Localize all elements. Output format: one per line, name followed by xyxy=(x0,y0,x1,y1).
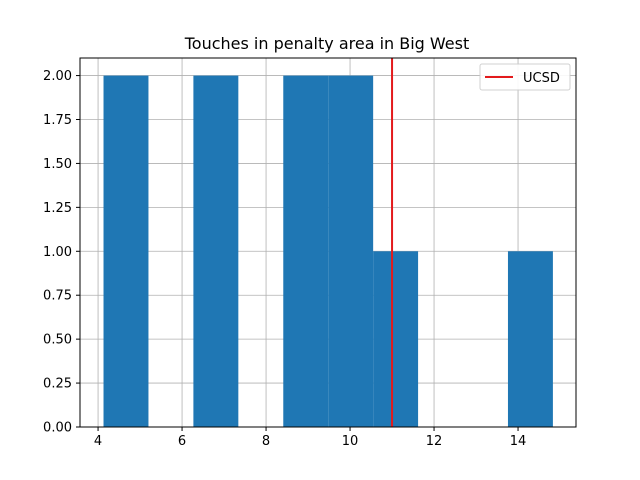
y-tick-label: 0.00 xyxy=(43,421,72,436)
histogram-bar xyxy=(193,75,239,428)
bars-layer xyxy=(103,75,553,428)
x-tick-label: 10 xyxy=(342,434,359,449)
chart-title: Touches in penalty area in Big West xyxy=(184,34,470,53)
y-tick-label: 1.50 xyxy=(43,157,72,172)
legend-box xyxy=(479,63,571,91)
histogram-bar xyxy=(103,75,149,428)
x-tick-label: 4 xyxy=(94,434,102,449)
x-tick-label: 14 xyxy=(510,434,527,449)
y-tick-label: 1.00 xyxy=(43,245,72,260)
histogram-bar xyxy=(373,251,419,427)
legend: UCSD xyxy=(479,63,571,91)
legend-ucsd-label: UCSD xyxy=(523,71,560,86)
histogram-bar xyxy=(283,75,329,428)
x-tick-label: 12 xyxy=(426,434,443,449)
axes-frame xyxy=(79,57,577,428)
y-tick-label: 0.25 xyxy=(43,377,72,392)
y-tick-label: 1.75 xyxy=(43,113,72,128)
y-tick-label: 0.50 xyxy=(43,333,72,348)
x-tick-label: 6 xyxy=(178,434,186,449)
histogram-bar xyxy=(328,75,374,428)
x-tick-label: 8 xyxy=(262,434,270,449)
histogram-bar xyxy=(507,251,553,427)
y-tick-label: 1.25 xyxy=(43,201,72,216)
y-tick-label: 0.75 xyxy=(43,289,72,304)
ticks-layer: 4 6 8 10 12 14 0.00 0.25 0.50 0.75 1.00 1.25 1.50 1.7… xyxy=(43,69,526,449)
y-tick-label: 2.00 xyxy=(43,69,72,84)
